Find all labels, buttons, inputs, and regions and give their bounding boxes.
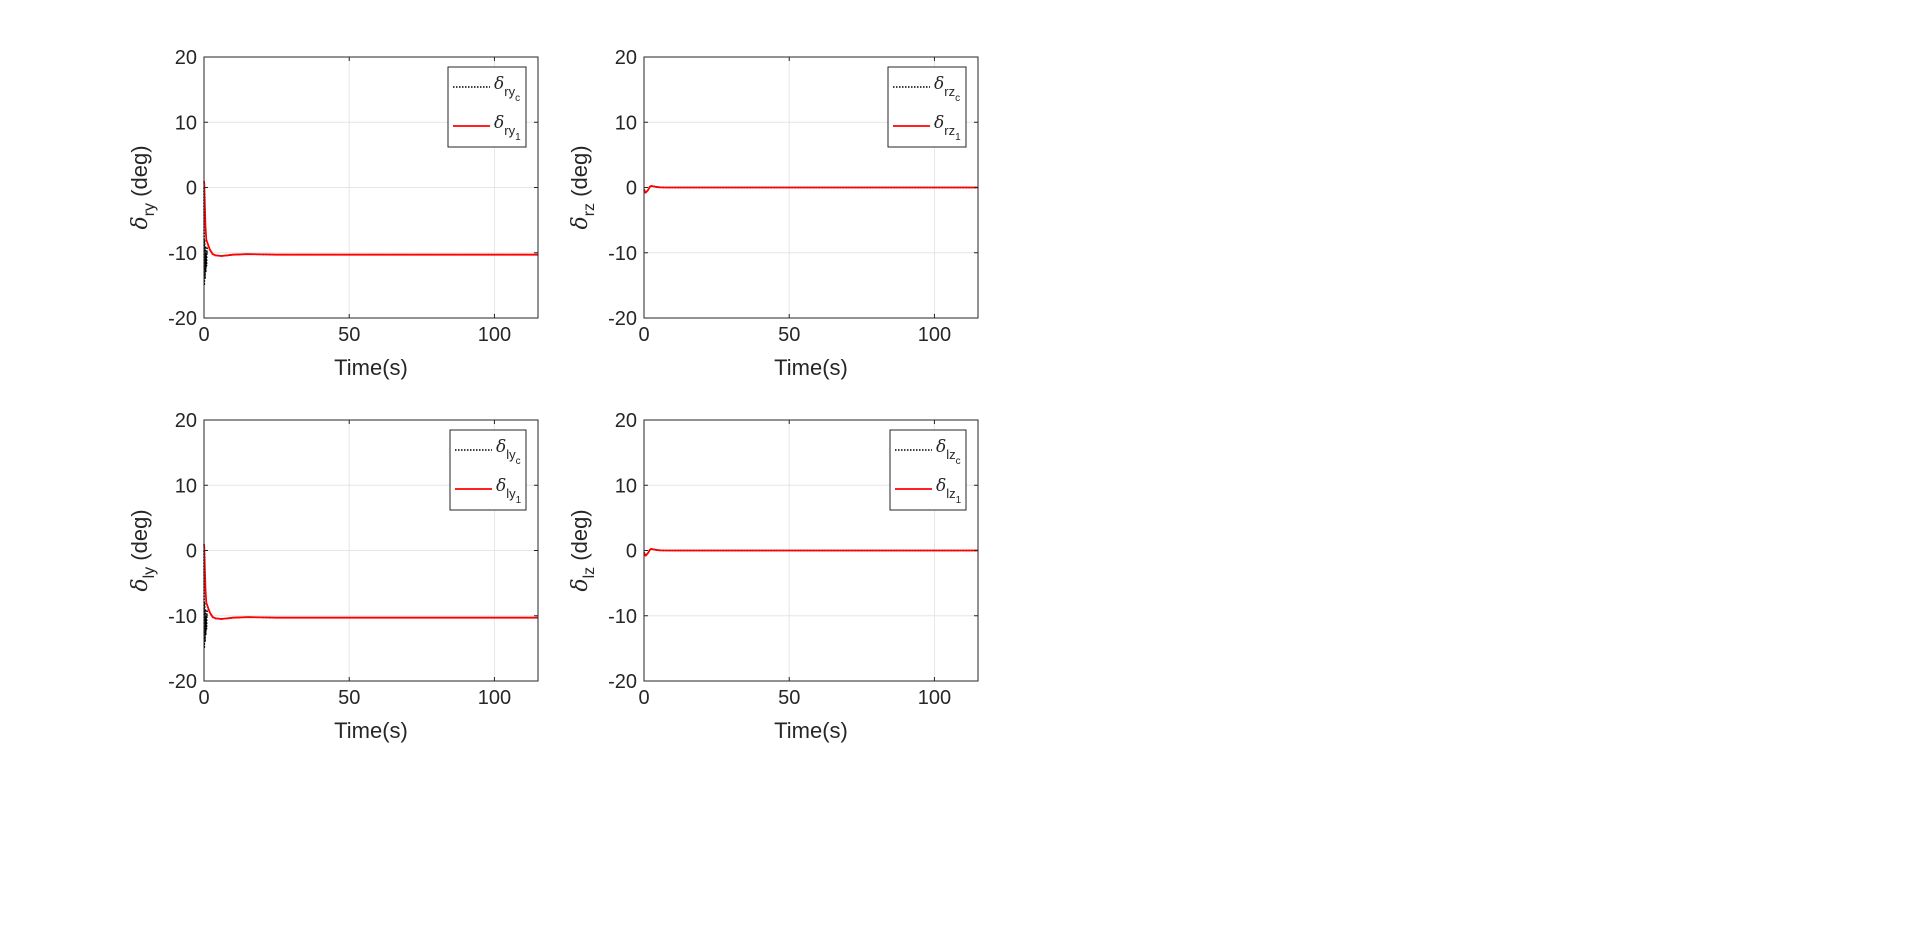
- y-label-unit: (deg): [127, 509, 152, 566]
- x-tick-label: 50: [338, 324, 360, 346]
- legend-symbol: δ: [494, 74, 504, 94]
- x-axis-label: Time(s): [334, 355, 408, 380]
- x-tick-label: 100: [478, 687, 511, 709]
- legend-subsubscript: 1: [956, 495, 962, 506]
- x-tick-label: 0: [198, 687, 209, 709]
- y-tick-label: 20: [175, 47, 197, 69]
- y-tick-label: 0: [186, 178, 197, 200]
- y-tick-label: -20: [608, 671, 637, 693]
- legend-symbol: δ: [934, 74, 944, 94]
- legend-subsubscript: 1: [516, 495, 522, 506]
- y-tick-label: -20: [608, 308, 637, 330]
- y-tick-label: -10: [168, 243, 197, 265]
- legend-subscript: lz: [946, 486, 955, 501]
- y-label-subscript: rz: [581, 203, 598, 216]
- y-axis-label: δly (deg): [127, 509, 158, 591]
- x-tick-label: 0: [198, 324, 209, 346]
- legend-symbol: δ: [494, 113, 504, 133]
- legend-box: [889, 429, 967, 511]
- y-tick-label: 10: [615, 112, 637, 134]
- x-tick-label: 50: [338, 687, 360, 709]
- y-tick-label: -10: [608, 243, 637, 265]
- x-tick-label: 0: [638, 687, 649, 709]
- y-tick-label: -20: [168, 671, 197, 693]
- y-axis-label: δrz (deg): [567, 145, 598, 229]
- legend-subscript: ry: [504, 84, 515, 99]
- y-label-unit: (deg): [567, 509, 592, 566]
- y-tick-label: -10: [608, 606, 637, 628]
- legend-symbol: δ: [496, 476, 506, 496]
- legend-entry-1: δrzc: [934, 74, 960, 104]
- x-tick-label: 50: [778, 687, 800, 709]
- legend-subscript: rz: [944, 84, 955, 99]
- y-tick-label: 0: [626, 178, 637, 200]
- y-label-subscript: lz: [581, 567, 598, 579]
- legend-box: [887, 66, 967, 148]
- x-tick-label: 100: [918, 324, 951, 346]
- y-label-symbol: δ: [128, 578, 153, 591]
- legend-subscript: ry: [504, 123, 515, 138]
- legend-subsubscript: c: [516, 456, 521, 467]
- y-label-subscript: ry: [141, 203, 158, 216]
- y-label-unit: (deg): [127, 145, 152, 202]
- y-tick-label: 10: [175, 475, 197, 497]
- legend-entry-2: δly1: [496, 476, 522, 506]
- y-tick-label: 20: [615, 410, 637, 432]
- legend-subscript: ly: [506, 447, 516, 462]
- legend-symbol: δ: [934, 113, 944, 133]
- legend-entry-1: δlzc: [936, 437, 961, 467]
- x-tick-label: 100: [478, 324, 511, 346]
- x-axis-label: Time(s): [774, 355, 848, 380]
- legend-subscript: ly: [506, 486, 516, 501]
- legend-subsubscript: c: [956, 456, 961, 467]
- y-axis-label: δlz (deg): [567, 509, 598, 591]
- x-axis-label: Time(s): [774, 718, 848, 743]
- x-axis-label: Time(s): [334, 718, 408, 743]
- legend-subsubscript: 1: [515, 132, 521, 143]
- legend-subscript: lz: [946, 447, 955, 462]
- y-tick-label: 20: [615, 47, 637, 69]
- y-label-symbol: δ: [568, 578, 593, 591]
- y-tick-label: 10: [175, 112, 197, 134]
- legend-symbol: δ: [496, 437, 506, 457]
- legend-entry-1: δlyc: [496, 437, 521, 467]
- y-tick-label: -20: [168, 308, 197, 330]
- y-tick-label: 0: [626, 541, 637, 563]
- series-line-2: [643, 184, 978, 194]
- y-tick-label: 0: [186, 541, 197, 563]
- y-label-unit: (deg): [567, 145, 592, 202]
- series-line-2: [203, 543, 538, 620]
- legend-box: [447, 66, 527, 148]
- legend-symbol: δ: [936, 437, 946, 457]
- y-label-symbol: δ: [568, 216, 593, 229]
- y-tick-label: 20: [175, 410, 197, 432]
- legend-entry-1: δryc: [494, 74, 520, 104]
- legend-entry-2: δry1: [494, 113, 521, 143]
- x-tick-label: 50: [778, 324, 800, 346]
- legend-subsubscript: c: [955, 93, 960, 104]
- legend-subsubscript: c: [515, 93, 520, 104]
- legend-subscript: rz: [944, 123, 955, 138]
- y-tick-label: -10: [168, 606, 197, 628]
- legend-symbol: δ: [936, 476, 946, 496]
- series-line-2: [203, 180, 538, 257]
- x-tick-label: 0: [638, 324, 649, 346]
- y-label-subscript: ly: [141, 567, 158, 579]
- legend-entry-2: δrz1: [934, 113, 961, 143]
- y-tick-label: 10: [615, 475, 637, 497]
- y-axis-label: δry (deg): [127, 145, 158, 229]
- x-tick-label: 100: [918, 687, 951, 709]
- y-label-symbol: δ: [128, 216, 153, 229]
- legend-subsubscript: 1: [955, 132, 961, 143]
- series-line-2: [643, 548, 978, 557]
- legend-entry-2: δlz1: [936, 476, 962, 506]
- legend-box: [449, 429, 527, 511]
